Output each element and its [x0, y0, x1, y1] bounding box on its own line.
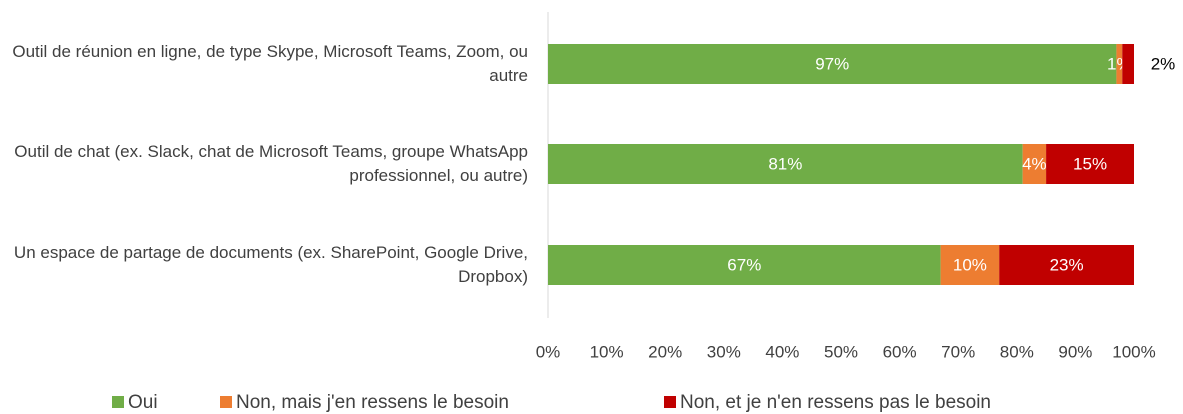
legend-label: Oui: [128, 392, 158, 413]
x-tick-label: 80%: [1000, 342, 1034, 361]
value-label: 67%: [727, 255, 761, 274]
bar-segment: [548, 44, 1117, 84]
bar-segment: [999, 245, 1134, 285]
x-tick-label: 60%: [883, 342, 917, 361]
x-tick-label: 40%: [765, 342, 799, 361]
legend-label: Non, mais j'en ressens le besoin: [236, 392, 509, 413]
bar-segment: [940, 245, 1000, 285]
value-label: 15%: [1073, 154, 1107, 173]
x-tick-label: 20%: [648, 342, 682, 361]
x-tick-label: 0%: [536, 342, 561, 361]
category-label: Outil de réunion en ligne, de type Skype…: [12, 42, 528, 85]
value-label: 4%: [1022, 154, 1047, 173]
x-tick-label: 50%: [824, 342, 858, 361]
bar-segment: [548, 144, 1023, 184]
bar-segment: [1022, 144, 1047, 184]
value-label: 10%: [953, 255, 987, 274]
legend-label: Non, et je n'en ressens pas le besoin: [680, 392, 991, 413]
legend-swatch: [112, 396, 124, 408]
bar-segment: [548, 245, 941, 285]
category-label: Un espace de partage de documents (ex. S…: [13, 243, 528, 286]
x-tick-label: 90%: [1058, 342, 1092, 361]
bar-segment: [1046, 144, 1134, 184]
x-tick-label: 70%: [941, 342, 975, 361]
legend-swatch: [664, 396, 676, 408]
x-tick-label: 10%: [590, 342, 624, 361]
x-tick-label: 30%: [707, 342, 741, 361]
category-label: Outil de chat (ex. Slack, chat de Micros…: [14, 142, 528, 185]
x-tick-label: 100%: [1112, 342, 1155, 361]
value-label: 23%: [1050, 255, 1084, 274]
value-label: 2%: [1151, 54, 1176, 73]
legend-swatch: [220, 396, 232, 408]
value-label: 81%: [768, 154, 802, 173]
bar-segment: [1116, 44, 1123, 84]
value-label: 97%: [815, 54, 849, 73]
bar-segment: [1122, 44, 1134, 84]
